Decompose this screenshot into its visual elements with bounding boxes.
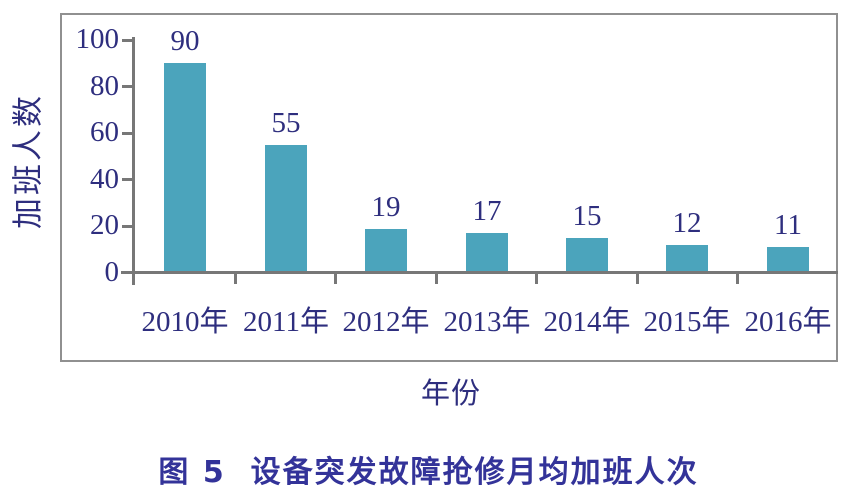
y-tick-mark: [122, 85, 135, 88]
y-tick-label: 20: [90, 209, 119, 242]
y-tick-mark: [122, 178, 135, 181]
bar: [365, 229, 407, 273]
y-tick-label: 40: [90, 162, 119, 195]
y-tick-label: 60: [90, 116, 119, 149]
x-tick-mark: [535, 274, 538, 284]
x-axis-title: 年份: [420, 378, 482, 410]
plot-frame: [60, 13, 838, 362]
x-tick-label: 2013年: [443, 306, 531, 338]
x-axis-line: [121, 271, 838, 274]
x-tick-label: 2011年: [243, 306, 329, 338]
x-tick-label: 2016年: [744, 306, 832, 338]
x-tick-mark: [636, 274, 639, 284]
y-tick-mark: [122, 225, 135, 228]
bar-value-label: 90: [170, 25, 200, 57]
y-tick-label: 100: [75, 23, 120, 55]
bar: [265, 145, 307, 273]
bar-value-label: 19: [371, 191, 401, 223]
bar: [466, 233, 508, 273]
bar-value-label: 12: [672, 207, 702, 239]
bar-value-label: 55: [271, 107, 301, 139]
x-tick-label: 2010年: [141, 306, 229, 338]
bar: [767, 247, 809, 273]
bar-value-label: 17: [472, 195, 502, 227]
y-tick-mark: [122, 132, 135, 135]
x-tick-mark: [435, 274, 438, 284]
x-tick-label: 2015年: [643, 306, 731, 338]
y-axis-title: 加班人数: [10, 93, 46, 229]
x-tick-mark: [234, 274, 237, 284]
x-tick-mark: [736, 274, 739, 284]
figure-caption: 图 5 设备突发故障抢修月均加班人次: [158, 455, 699, 490]
y-tick-label: 0: [104, 256, 120, 288]
x-tick-mark: [334, 274, 337, 284]
bar-value-label: 15: [572, 200, 602, 232]
y-tick-label: 80: [90, 69, 119, 102]
bar: [666, 245, 708, 273]
y-axis-line: [132, 37, 135, 285]
bar: [164, 63, 206, 273]
bar: [566, 238, 608, 273]
x-tick-label: 2014年: [543, 306, 631, 338]
bar-value-label: 11: [774, 209, 802, 241]
y-tick-mark: [122, 39, 135, 42]
x-tick-label: 2012年: [342, 306, 430, 338]
